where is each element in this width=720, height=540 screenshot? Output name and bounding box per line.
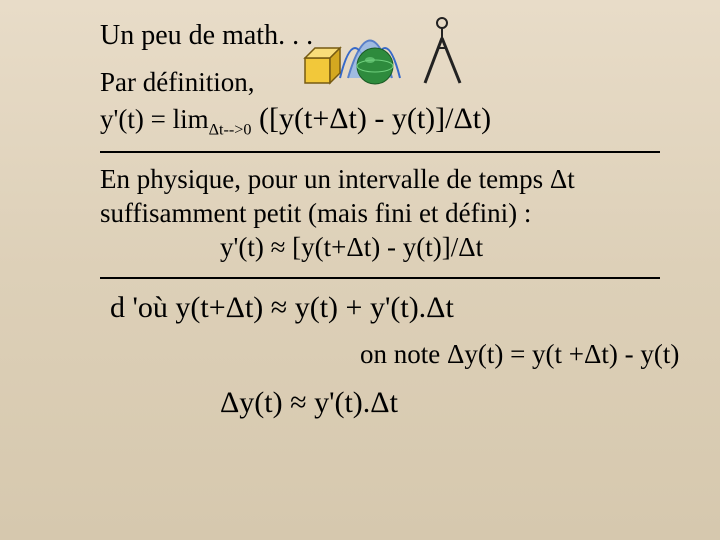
note-block: on note Δy(t) = y(t +Δt) - y(t) (100, 338, 680, 372)
content-area: Un peu de math. . . Par définition, y'(t… (100, 20, 680, 433)
separator-2 (100, 277, 660, 279)
result-formula: Δy(t) ≈ y'(t).Δt (220, 386, 398, 419)
physics-block: En physique, pour un intervalle de temps… (100, 163, 680, 264)
definition-block: Par définition, y'(t) = limΔt-->0 ([y(t+… (100, 66, 680, 139)
def-line2b: ([y(t+Δt) - y(t)]/Δt) (252, 102, 492, 135)
hence-block: d 'où y(t+Δt) ≈ y(t) + y'(t).Δt (100, 289, 680, 327)
def-line2a: y'(t) = lim (100, 104, 209, 134)
hence-formula: d 'où y(t+Δt) ≈ y(t) + y'(t).Δt (110, 291, 454, 324)
note-formula: on note Δy(t) = y(t +Δt) - y(t) (360, 339, 679, 369)
phys-text: En physique, pour un intervalle de temps… (100, 164, 575, 228)
def-line1: Par définition, (100, 67, 254, 97)
def-line2-sub: Δt-->0 (209, 120, 252, 138)
slide: Un peu de math. . . Par définition, y'(t… (0, 0, 720, 540)
slide-title: Un peu de math. . . (100, 20, 680, 52)
phys-formula: y'(t) ≈ [y(t+Δt) - y(t)]/Δt (100, 232, 483, 262)
result-block: Δy(t) ≈ y'(t).Δt (100, 384, 680, 422)
separator-1 (100, 151, 660, 153)
